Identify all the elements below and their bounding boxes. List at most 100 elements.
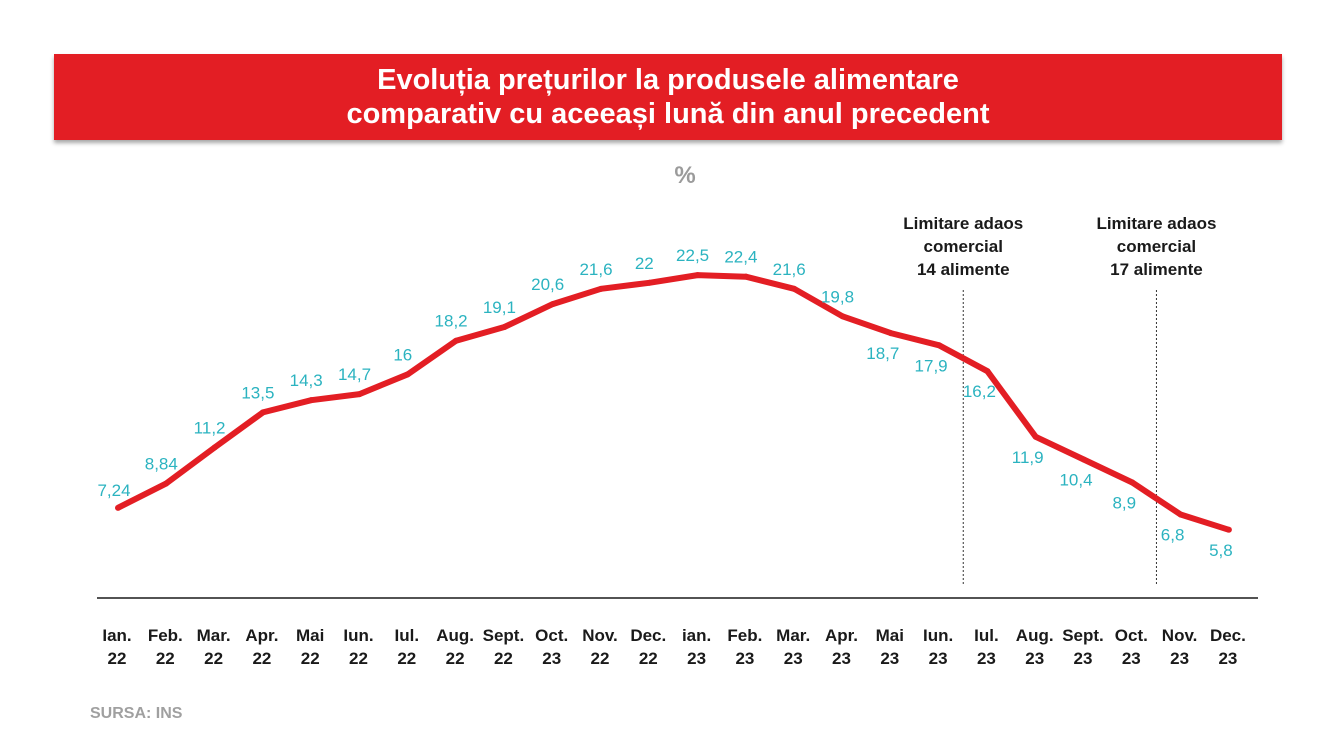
data-point-8 bbox=[453, 337, 460, 344]
x-tick-label-11-month: Nov. bbox=[582, 626, 618, 645]
data-label-8: 18,2 bbox=[435, 312, 468, 331]
x-tick-label-20-month: Aug. bbox=[1016, 626, 1054, 645]
unit-label: % bbox=[674, 162, 696, 189]
x-tick-label-21-month: Sept. bbox=[1062, 626, 1104, 645]
data-label-14: 22,4 bbox=[724, 248, 757, 267]
annotation-text-2-2: comercial bbox=[1117, 237, 1196, 256]
data-point-9 bbox=[501, 323, 508, 330]
x-tick-label-3-month: Mar. bbox=[197, 626, 231, 645]
data-label-18: 17,9 bbox=[915, 356, 948, 375]
data-point-6 bbox=[356, 391, 363, 398]
x-tick-label-2-month: Feb. bbox=[148, 626, 183, 645]
x-tick-label-5-year: 22 bbox=[301, 649, 320, 668]
x-tick-label-8-month: Aug. bbox=[436, 626, 474, 645]
x-tick-label-18-year: 23 bbox=[929, 649, 948, 668]
annotation-text-1-3: 14 alimente bbox=[917, 260, 1010, 279]
x-tick-label-23-month: Nov. bbox=[1162, 626, 1198, 645]
x-tick-label-11-year: 22 bbox=[591, 649, 610, 668]
x-tick-label-19-year: 23 bbox=[977, 649, 996, 668]
x-tick-label-13-year: 23 bbox=[687, 649, 706, 668]
data-label-24: 5,8 bbox=[1209, 541, 1233, 560]
annotation-text-1-2: comercial bbox=[924, 237, 1003, 256]
x-tick-label-1-month: Ian. bbox=[102, 626, 131, 645]
x-tick-label-7-year: 22 bbox=[397, 649, 416, 668]
data-label-10: 20,6 bbox=[531, 275, 564, 294]
data-point-14 bbox=[742, 273, 749, 280]
x-tick-label-14-year: 23 bbox=[735, 649, 754, 668]
chart-title-line1: Evoluția prețurilor la produsele aliment… bbox=[377, 64, 959, 96]
x-tick-label-8-year: 22 bbox=[446, 649, 465, 668]
x-tick-label-10-month: Oct. bbox=[535, 626, 568, 645]
x-tick-label-10-year: 23 bbox=[542, 649, 561, 668]
data-label-16: 19,8 bbox=[821, 287, 854, 306]
x-tick-label-22-year: 23 bbox=[1122, 649, 1141, 668]
x-tick-label-3-year: 22 bbox=[204, 649, 223, 668]
x-tick-label-6-year: 22 bbox=[349, 649, 368, 668]
data-point-18 bbox=[936, 342, 943, 349]
title-banner: Evoluția prețurilor la produsele aliment… bbox=[54, 54, 1282, 140]
data-point-3 bbox=[211, 444, 218, 451]
annotation-text-2-3: 17 alimente bbox=[1110, 260, 1203, 279]
x-tick-label-16-year: 23 bbox=[832, 649, 851, 668]
data-label-22: 8,9 bbox=[1112, 494, 1136, 513]
data-point-4 bbox=[259, 409, 266, 416]
x-tick-label-2-year: 22 bbox=[156, 649, 175, 668]
x-tick-label-16-month: Apr. bbox=[825, 626, 858, 645]
data-label-3: 11,2 bbox=[194, 418, 226, 437]
annotation-text-1-1: Limitare adaos bbox=[903, 214, 1023, 233]
x-tick-label-24-year: 23 bbox=[1218, 649, 1237, 668]
x-tick-label-21-year: 23 bbox=[1074, 649, 1093, 668]
x-tick-label-5-month: Mai bbox=[296, 626, 324, 645]
data-label-15: 21,6 bbox=[773, 260, 806, 279]
x-tick-label-12-year: 22 bbox=[639, 649, 658, 668]
data-point-23 bbox=[1177, 511, 1184, 518]
x-tick-label-23-year: 23 bbox=[1170, 649, 1189, 668]
x-tick-label-4-month: Apr. bbox=[245, 626, 278, 645]
x-tick-label-9-month: Sept. bbox=[483, 626, 525, 645]
data-label-9: 19,1 bbox=[483, 298, 516, 317]
x-tick-label-4-year: 22 bbox=[252, 649, 271, 668]
x-tick-label-24-month: Dec. bbox=[1210, 626, 1246, 645]
data-label-2: 8,84 bbox=[145, 454, 178, 473]
data-point-12 bbox=[646, 279, 653, 286]
x-tick-label-12-month: Dec. bbox=[630, 626, 666, 645]
x-tick-label-19-month: Iul. bbox=[974, 626, 999, 645]
data-point-1 bbox=[115, 504, 121, 511]
x-tick-label-1-year: 22 bbox=[108, 649, 127, 668]
data-label-19: 16,2 bbox=[963, 382, 996, 401]
x-tick-label-18-month: Iun. bbox=[923, 626, 953, 645]
x-tick-label-7-month: Iul. bbox=[395, 626, 420, 645]
x-tick-label-15-month: Mar. bbox=[776, 626, 810, 645]
data-point-21 bbox=[1081, 456, 1087, 463]
data-point-15 bbox=[791, 285, 798, 292]
x-tick-label-13-month: ian. bbox=[682, 626, 711, 645]
data-label-21: 10,4 bbox=[1059, 471, 1092, 490]
data-label-6: 14,7 bbox=[338, 365, 371, 384]
source-label: SURSA: INS bbox=[90, 705, 183, 722]
data-label-17: 18,7 bbox=[866, 344, 899, 363]
x-tick-label-9-year: 22 bbox=[494, 649, 513, 668]
data-point-5 bbox=[308, 397, 315, 404]
x-tick-label-17-month: Mai bbox=[876, 626, 904, 645]
x-tick-label-6-month: Iun. bbox=[343, 626, 373, 645]
data-label-13: 22,5 bbox=[676, 246, 709, 265]
data-label-11: 21,6 bbox=[579, 260, 612, 279]
data-point-16 bbox=[839, 313, 846, 320]
series-line bbox=[116, 272, 1230, 533]
data-point-10 bbox=[549, 301, 556, 308]
data-point-22 bbox=[1129, 479, 1136, 486]
data-point-11 bbox=[598, 285, 604, 292]
x-tick-label-17-year: 23 bbox=[880, 649, 899, 668]
data-label-23: 6,8 bbox=[1161, 526, 1185, 545]
data-label-20: 11,9 bbox=[1012, 448, 1044, 467]
x-tick-label-15-year: 23 bbox=[784, 649, 803, 668]
data-point-7 bbox=[404, 371, 411, 378]
data-label-12: 22 bbox=[635, 254, 654, 273]
data-label-1: 7,24 bbox=[97, 481, 130, 500]
data-point-13 bbox=[694, 272, 701, 279]
data-label-4: 13,5 bbox=[241, 383, 274, 402]
data-point-17 bbox=[887, 330, 894, 337]
data-label-7: 16 bbox=[393, 345, 412, 364]
chart-title-line2: comparativ cu aceeași lună din anul prec… bbox=[346, 98, 990, 130]
data-point-20 bbox=[1032, 433, 1039, 440]
